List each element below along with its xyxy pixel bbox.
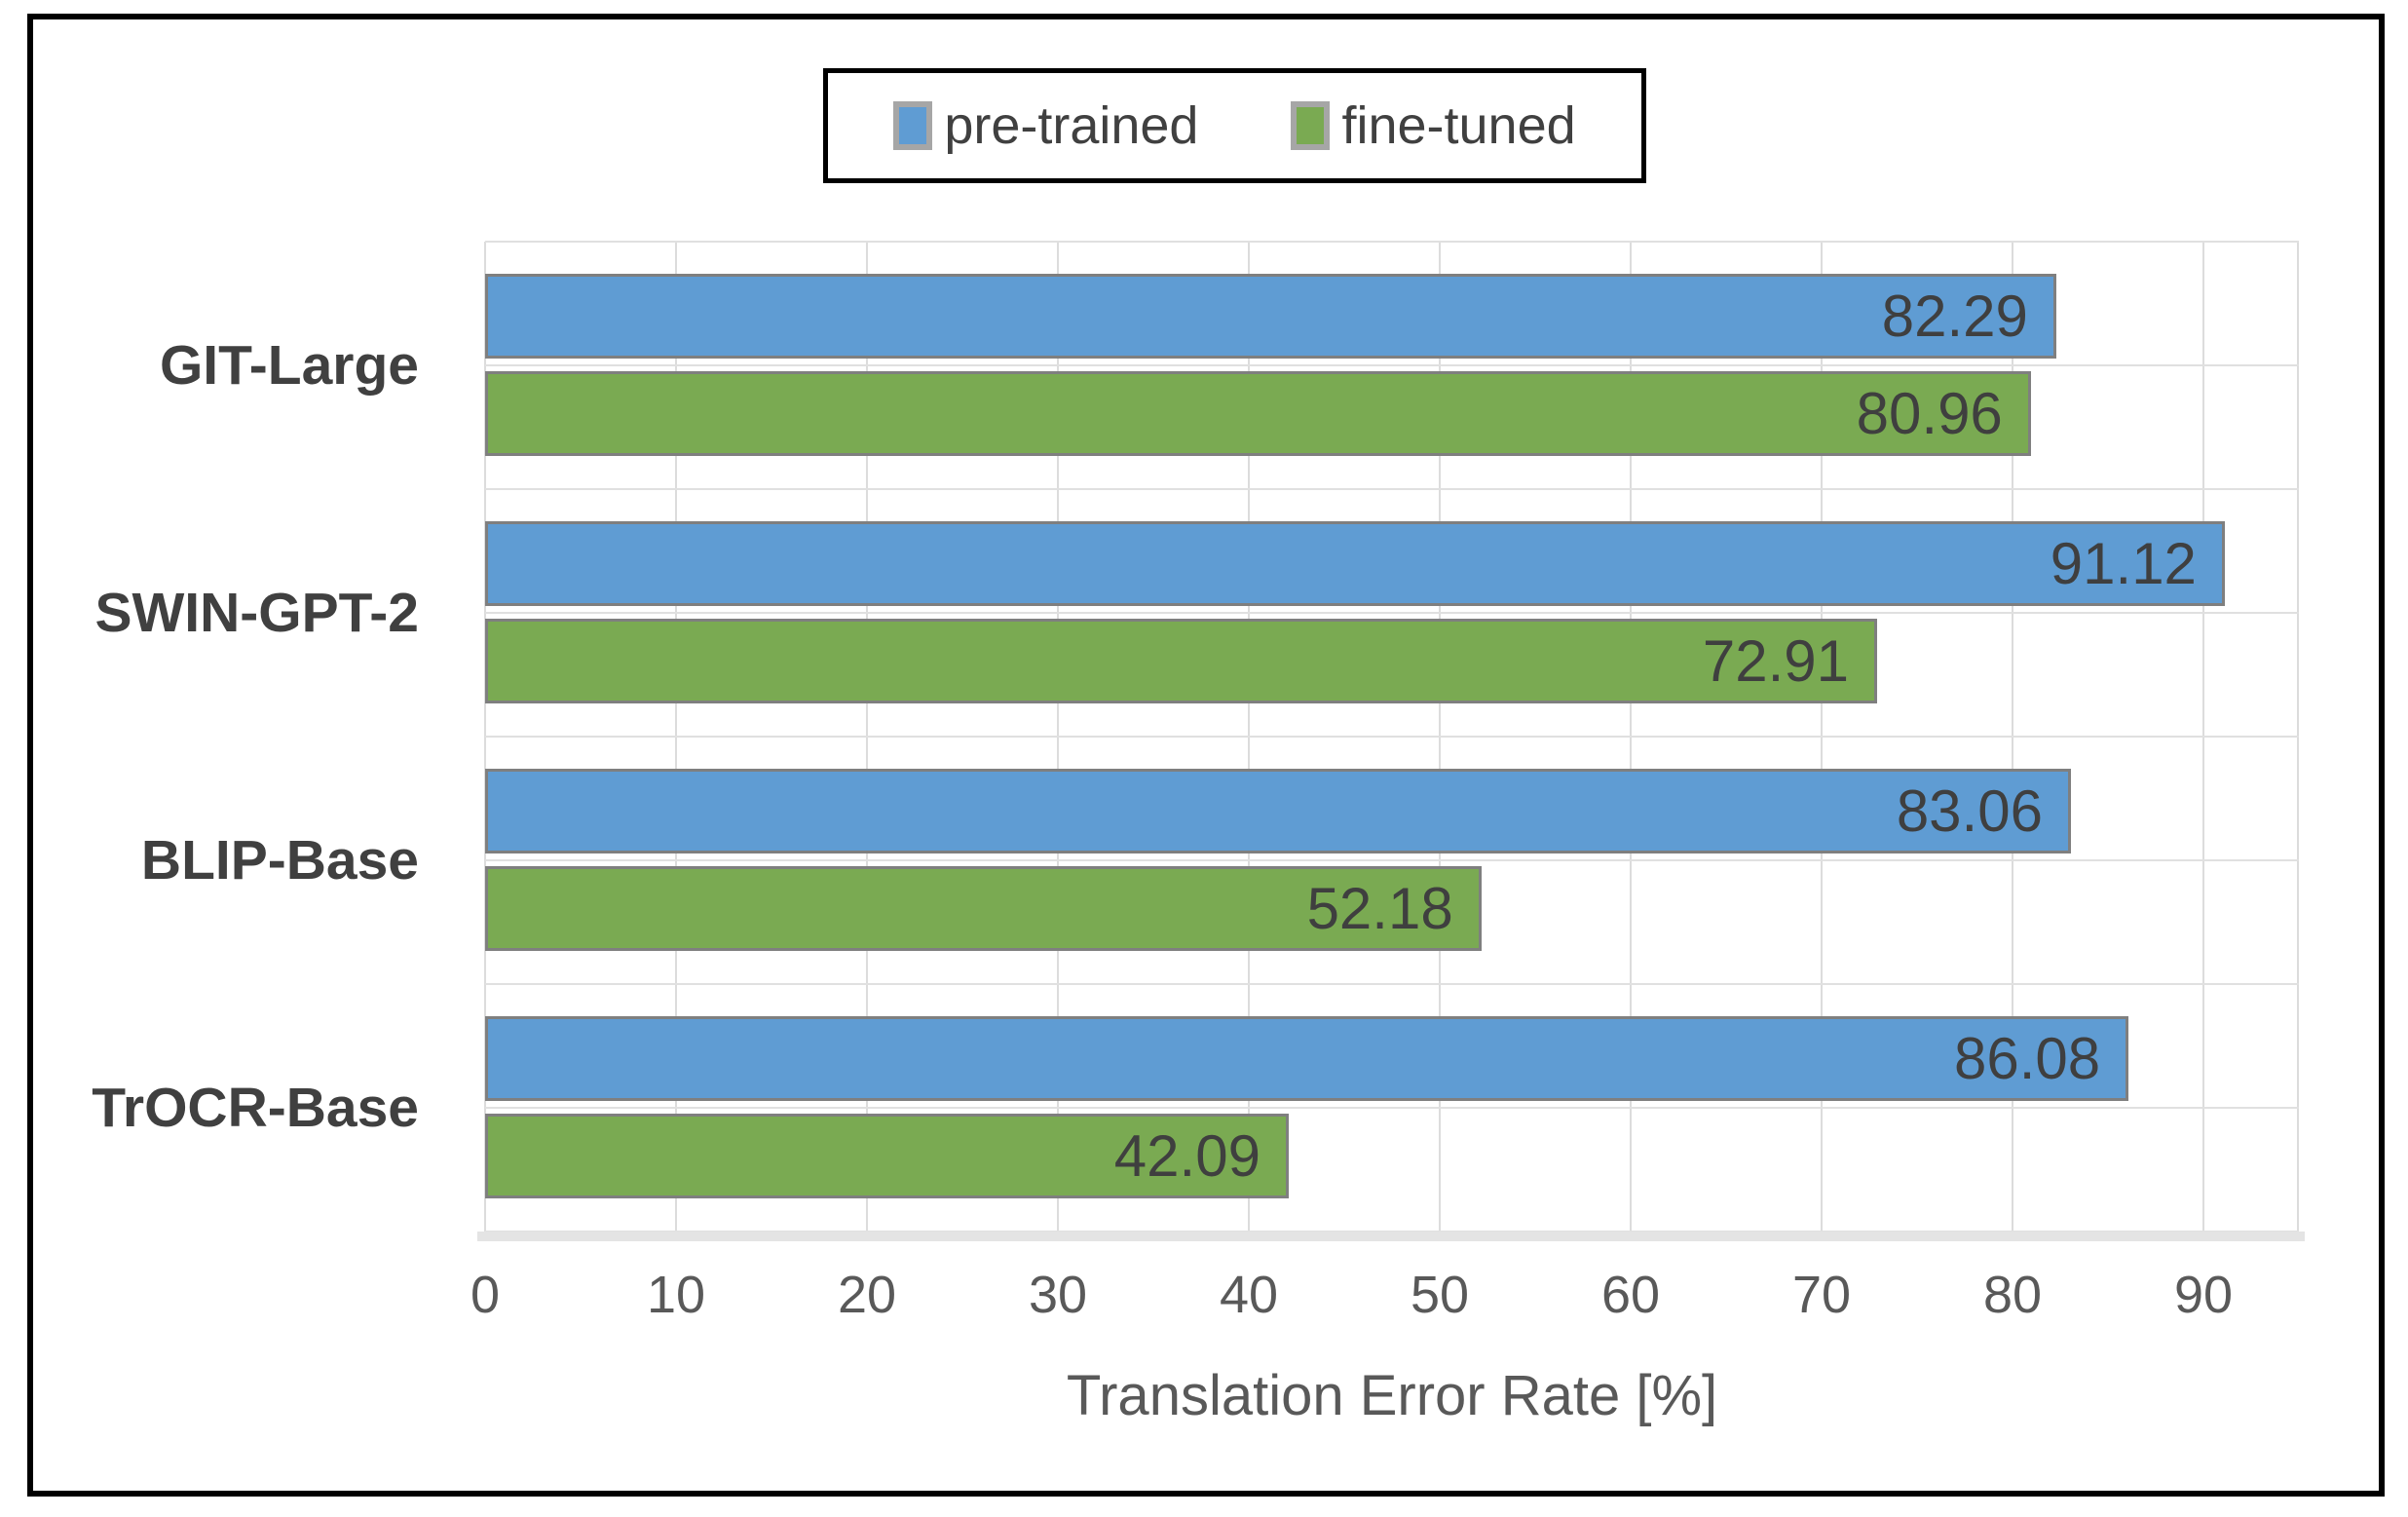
category-label-trocr-base: TrOCR-Base bbox=[92, 1077, 419, 1139]
gridline-horizontal bbox=[485, 859, 2299, 861]
legend-swatch-fine-tuned-icon bbox=[1291, 101, 1331, 150]
legend-item-fine-tuned: fine-tuned bbox=[1291, 96, 1576, 155]
category-label-blip-base: BLIP-Base bbox=[140, 829, 419, 891]
bar-fine-tuned: 72.91 bbox=[485, 619, 1878, 703]
x-axis-line bbox=[477, 1232, 2305, 1241]
x-tick-label: 90 bbox=[2173, 1266, 2234, 1324]
bar-fine-tuned: 42.09 bbox=[485, 1114, 1289, 1198]
bar-value-label: 72.91 bbox=[1702, 627, 1850, 694]
x-tick-label: 50 bbox=[1410, 1266, 1470, 1324]
gridline-horizontal bbox=[485, 241, 2299, 243]
bar-value-label: 82.29 bbox=[1881, 283, 2028, 349]
bar-pre-trained: 82.29 bbox=[485, 274, 2056, 359]
bar-pre-trained: 91.12 bbox=[485, 521, 2225, 606]
bar-value-label: 80.96 bbox=[1856, 380, 2003, 446]
bar-pre-trained: 86.08 bbox=[485, 1016, 2129, 1101]
bar-value-label: 86.08 bbox=[1954, 1025, 2101, 1091]
legend-swatch-pre-trained-icon bbox=[893, 101, 933, 150]
x-tick-label: 10 bbox=[646, 1266, 706, 1324]
gridline-horizontal bbox=[485, 612, 2299, 614]
x-tick-label: 60 bbox=[1600, 1266, 1661, 1324]
bar-fine-tuned: 80.96 bbox=[485, 371, 2031, 456]
bar-value-label: 42.09 bbox=[1113, 1122, 1260, 1189]
chart-outer-frame bbox=[27, 14, 2385, 1497]
x-tick-label: 30 bbox=[1028, 1266, 1088, 1324]
gridline-horizontal bbox=[485, 488, 2299, 490]
x-tick-label: 80 bbox=[1982, 1266, 2043, 1324]
bar-value-label: 83.06 bbox=[1896, 777, 2043, 844]
gridline-horizontal bbox=[485, 736, 2299, 738]
bar-value-label: 52.18 bbox=[1306, 875, 1453, 941]
legend-label-pre-trained: pre-trained bbox=[944, 96, 1199, 155]
category-label-swin-gpt-2: SWIN-GPT-2 bbox=[94, 582, 419, 644]
x-axis-title: Translation Error Rate [%] bbox=[1066, 1364, 1718, 1427]
legend-label-fine-tuned: fine-tuned bbox=[1341, 96, 1576, 155]
bar-pre-trained: 83.06 bbox=[485, 769, 2071, 853]
gridline-horizontal bbox=[485, 1107, 2299, 1109]
x-tick-label: 0 bbox=[470, 1266, 501, 1324]
bar-value-label: 91.12 bbox=[2050, 530, 2197, 596]
gridline-horizontal bbox=[485, 364, 2299, 366]
x-tick-label: 40 bbox=[1219, 1266, 1279, 1324]
x-tick-label: 70 bbox=[1791, 1266, 1852, 1324]
category-label-git-large: GIT-Large bbox=[159, 334, 419, 397]
gridline-horizontal bbox=[485, 983, 2299, 985]
chart-legend: pre-trained fine-tuned bbox=[823, 68, 1646, 183]
x-tick-label: 20 bbox=[837, 1266, 897, 1324]
bar-fine-tuned: 52.18 bbox=[485, 866, 1482, 951]
legend-item-pre-trained: pre-trained bbox=[893, 99, 1198, 152]
